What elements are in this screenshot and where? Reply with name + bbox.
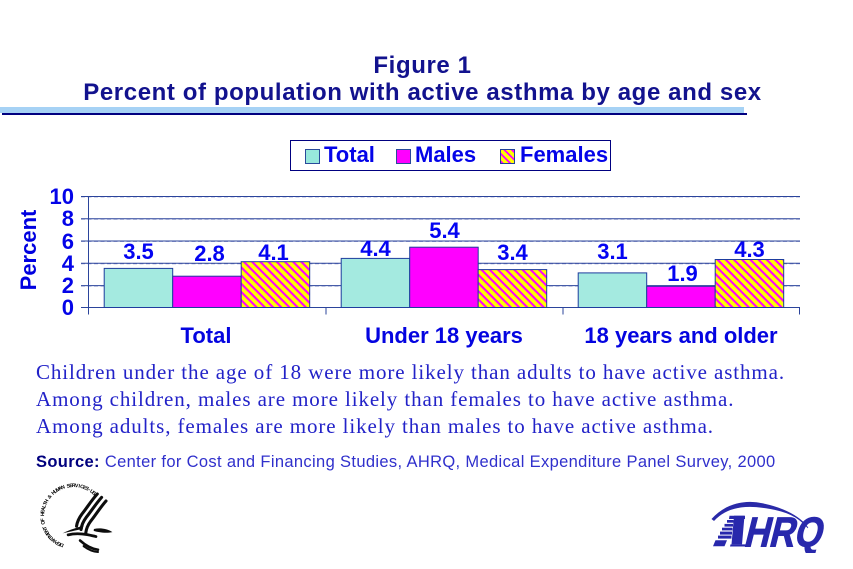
svg-text:HRQ: HRQ bbox=[741, 509, 830, 553]
svg-text:E: E bbox=[56, 540, 62, 547]
svg-text:T: T bbox=[42, 501, 49, 507]
svg-text:&: & bbox=[47, 493, 54, 500]
svg-text:N: N bbox=[43, 527, 50, 533]
svg-text:U: U bbox=[88, 489, 95, 496]
svg-text:T: T bbox=[47, 533, 54, 540]
svg-text:R: R bbox=[72, 483, 76, 489]
svg-text:V: V bbox=[75, 483, 80, 489]
svg-text:I: I bbox=[78, 483, 81, 489]
svg-text:L: L bbox=[41, 504, 48, 509]
svg-text:N: N bbox=[60, 484, 66, 491]
svg-text:H: H bbox=[40, 512, 46, 516]
svg-text:A: A bbox=[41, 506, 48, 511]
svg-text:P: P bbox=[54, 538, 61, 545]
svg-text:O: O bbox=[40, 520, 47, 525]
svg-text:S: S bbox=[66, 483, 71, 490]
svg-text:D: D bbox=[59, 541, 65, 548]
svg-text:U: U bbox=[53, 488, 60, 495]
svg-text:R: R bbox=[49, 535, 56, 542]
svg-text:T: T bbox=[42, 524, 49, 530]
svg-text:A: A bbox=[51, 537, 58, 544]
svg-text:E: E bbox=[82, 485, 88, 492]
svg-text:C: C bbox=[79, 484, 84, 491]
svg-text:S: S bbox=[90, 490, 97, 497]
svg-text:H: H bbox=[50, 489, 57, 496]
svg-text:M: M bbox=[55, 486, 62, 493]
svg-text:E: E bbox=[40, 509, 47, 514]
svg-text:M: M bbox=[45, 531, 52, 538]
svg-text:·: · bbox=[87, 487, 92, 493]
svg-text:E: E bbox=[69, 483, 73, 489]
svg-text:H: H bbox=[43, 498, 50, 504]
svg-text:E: E bbox=[44, 529, 51, 536]
svg-text:S: S bbox=[84, 486, 90, 493]
svg-text:F: F bbox=[40, 518, 46, 522]
svg-text:A: A bbox=[58, 485, 64, 492]
